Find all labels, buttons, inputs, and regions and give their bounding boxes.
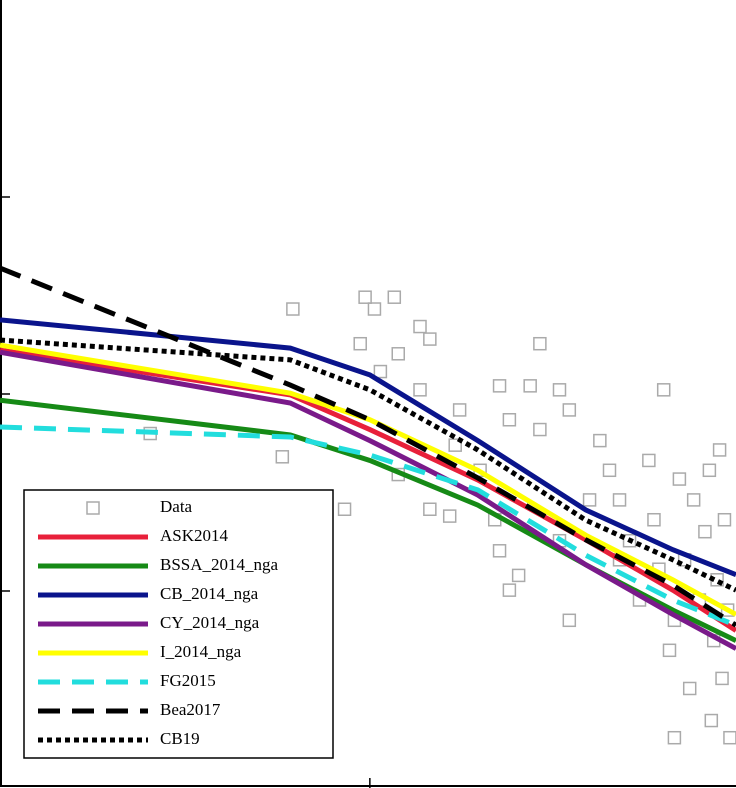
data-point [662,643,677,658]
data-point [337,502,352,517]
data-point [562,403,577,417]
legend-label: BSSA_2014_nga [160,555,279,574]
legend-label: CB19 [160,729,200,748]
data-point [593,433,607,448]
data-point [702,463,717,478]
data-point [492,379,507,393]
data-point [552,383,567,397]
data-point [423,332,437,346]
legend-label: Data [160,497,193,516]
data-point [717,512,732,527]
series-line [0,337,736,593]
data-point [275,450,290,464]
data-point [442,509,457,523]
data-point [358,290,372,304]
data-point [391,347,405,361]
series-line [0,265,736,628]
data-point [353,336,367,351]
data-point [715,671,729,686]
legend-marker [86,501,100,515]
data-point [387,290,402,304]
legend-label: CB_2014_nga [160,584,259,603]
data-point [686,493,701,507]
data-point [423,502,437,517]
data-point [720,603,735,617]
series-line [0,349,736,651]
data-point [656,383,671,397]
data-point [373,364,388,379]
data-point [698,524,712,539]
legend-label: FG2015 [160,671,216,690]
data-point [523,379,537,393]
series-line [0,342,736,617]
legend-label: ASK2014 [160,526,229,545]
data-point [533,336,547,351]
data-point [533,422,547,437]
data-point [286,302,300,316]
data-point [502,413,517,427]
data-point [672,472,687,486]
data-point [452,403,467,417]
data-point [682,681,697,696]
data-point [562,613,577,628]
data-point [642,453,656,468]
data-point [602,463,617,478]
data-point [723,730,736,745]
legend-label: Bea2017 [160,700,221,719]
data-point [667,730,682,745]
legend-label: CY_2014_nga [160,613,260,632]
data-point [367,302,382,316]
data-point [448,438,462,452]
data-point [647,512,661,527]
data-point [511,568,526,583]
data-point [492,544,507,558]
legend-label: I_2014_nga [160,642,242,661]
data-point [704,713,719,728]
data-point [582,493,597,507]
data-point [712,443,727,457]
data-point [622,533,637,548]
data-point [413,383,427,397]
series-line [0,317,736,578]
data-point [612,493,627,507]
data-point [502,583,517,597]
series-line [0,424,736,628]
data-point [413,319,427,334]
